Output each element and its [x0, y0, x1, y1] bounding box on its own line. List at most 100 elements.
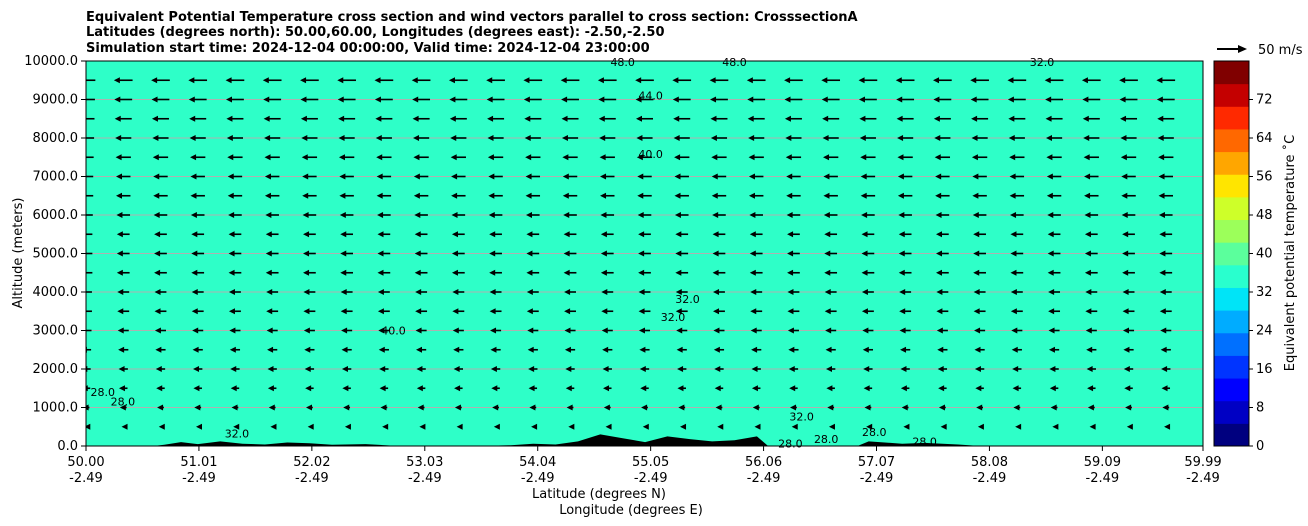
y-tick-label: 6000.0: [33, 208, 79, 223]
wind-vector: [674, 154, 681, 161]
x-tick-label-lat: 52.02: [293, 455, 330, 470]
contour-label: 32.0: [1030, 56, 1055, 69]
wind-vector: [862, 327, 869, 334]
wind-vector: [823, 154, 830, 161]
wind-vector: [936, 308, 943, 315]
wind-vector: [228, 308, 235, 315]
wind-vector: [303, 269, 310, 276]
wind-vector: [342, 385, 349, 392]
wind-vector: [1013, 404, 1020, 411]
wind-vector: [560, 77, 567, 84]
colorbar-segment: [1214, 423, 1249, 447]
wind-vector: [933, 115, 940, 122]
wind-vector: [524, 135, 531, 141]
wind-vector: [561, 135, 568, 141]
wind-vector: [452, 327, 459, 334]
wind-vector: [491, 385, 498, 392]
wind-vector: [489, 250, 496, 257]
wind-vector: [564, 327, 571, 334]
wind-vector: [339, 212, 346, 218]
wind-vector: [749, 212, 756, 218]
wind-vector: [267, 385, 274, 392]
wind-vector: [971, 135, 978, 141]
wind-vector: [938, 385, 945, 392]
wind-vector: [826, 385, 833, 392]
wind-vector: [751, 366, 758, 372]
wind-vector: [157, 404, 164, 411]
contour-label: 28.0: [111, 396, 136, 409]
colorbar-segment: [1214, 310, 1249, 334]
wind-vector: [563, 250, 570, 257]
wind-vector: [158, 423, 165, 430]
wind-vector: [562, 192, 569, 199]
x-tick-label-lat: 56.06: [745, 455, 782, 470]
wind-vector: [677, 366, 684, 372]
wind-vector: [563, 231, 570, 238]
wind-reference-arrow-head: [1238, 45, 1247, 53]
wind-vector: [637, 212, 644, 218]
wind-vector: [86, 385, 88, 392]
colorbar-tick-label: 72: [1256, 93, 1273, 108]
wind-vector: [413, 135, 420, 141]
wind-vector: [190, 212, 197, 218]
wind-vector: [563, 212, 570, 218]
wind-vector: [1122, 250, 1129, 257]
wind-vector: [1123, 366, 1130, 372]
wind-vector: [454, 404, 461, 411]
wind-vector: [600, 269, 607, 276]
wind-vector: [677, 385, 684, 392]
wind-vector: [710, 135, 717, 141]
wind-vector: [1048, 289, 1055, 295]
wind-vector: [823, 212, 830, 218]
wind-vector: [935, 192, 942, 199]
wind-vector: [303, 231, 310, 238]
wind-vector: [1047, 269, 1054, 276]
colorbar-tick-label: 48: [1256, 208, 1273, 223]
wind-vector: [339, 192, 346, 199]
wind-vector: [225, 77, 232, 84]
wind-vector: [676, 346, 683, 353]
x-tick-label-lon: -2.49: [634, 471, 668, 486]
wind-vector: [899, 289, 906, 295]
wind-vector: [191, 250, 198, 257]
x-tick-label-lon: -2.49: [747, 471, 781, 486]
wind-vector: [77, 77, 83, 83]
wind-vector: [116, 250, 123, 257]
wind-vector: [676, 327, 683, 334]
wind-vector: [675, 231, 682, 238]
wind-vector: [1085, 308, 1092, 315]
colorbar-tick-label: 64: [1256, 131, 1273, 146]
wind-vector: [747, 96, 754, 103]
x-tick-label-lon: -2.49: [973, 471, 1007, 486]
wind-vector: [860, 173, 867, 180]
wind-vector: [823, 173, 830, 180]
wind-vector: [154, 289, 161, 295]
x-tick-label-lon: -2.49: [69, 471, 103, 486]
wind-vector: [858, 77, 865, 84]
wind-vector: [376, 154, 383, 161]
wind-vector: [866, 423, 873, 430]
wind-vector: [230, 385, 237, 392]
wind-vector: [901, 404, 908, 411]
wind-vector: [750, 289, 757, 295]
wind-vector: [974, 366, 981, 372]
wind-vector: [673, 115, 680, 122]
wind-vector: [155, 346, 162, 353]
wind-vector: [230, 366, 237, 372]
contour-label: 40.0: [638, 148, 663, 161]
wind-vector: [452, 289, 459, 295]
wind-vector: [601, 308, 608, 315]
wind-vector: [340, 269, 347, 276]
wind-vector: [566, 404, 573, 411]
wind-vector: [487, 115, 494, 122]
wind-vector: [378, 327, 385, 334]
wind-vector: [301, 135, 308, 141]
wind-vector: [1047, 212, 1054, 218]
wind-vector: [153, 173, 160, 180]
wind-vector: [1157, 135, 1164, 141]
wind-vector: [790, 404, 797, 411]
wind-vector: [526, 231, 533, 238]
wind-vector: [562, 154, 569, 161]
wind-vector: [936, 327, 943, 334]
wind-vector: [1162, 404, 1169, 411]
